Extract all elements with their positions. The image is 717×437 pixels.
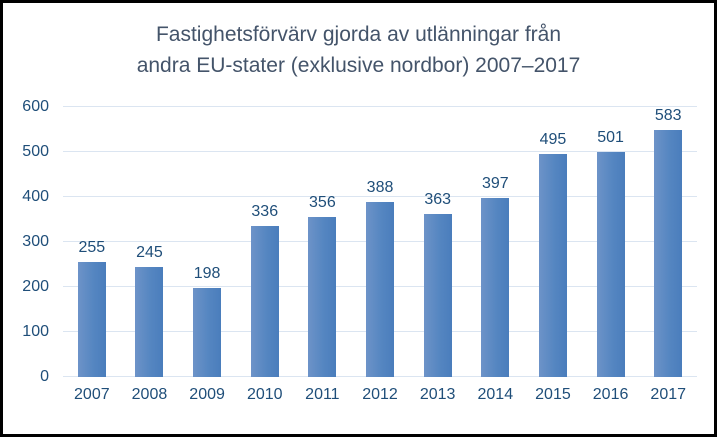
x-tick-label-2007: 2007 [74,386,110,403]
x-tick-label-2011: 2011 [305,386,340,403]
gridline-400 [63,196,697,197]
chart-body: 0 100 200 300 400 500 600 255 245 198 336 356 388 36… [3,98,714,385]
bar-value-label-2013: 363 [424,190,452,208]
x-tick-label-2012: 2012 [362,386,398,403]
bar-2015 [538,154,567,377]
bar-2014 [481,198,510,377]
y-tick-label-300: 300 [22,233,49,250]
bar-value-label-2010: 336 [251,202,279,220]
bar-2008 [135,266,164,377]
x-tick-label-2016: 2016 [592,386,629,403]
x-tick-label-2017: 2017 [650,386,687,403]
y-tick-label-0: 0 [40,368,49,385]
chart-title-line-1: Fastighetsförvärv gjorda av utlänningar … [155,23,562,46]
bar-group-2017: 583 [639,107,697,377]
y-axis: 0 100 200 300 400 500 600 [3,98,63,385]
bar-value-label-2011: 356 [309,193,336,211]
gridline-600 [63,106,697,107]
chart-title: Fastighetsförvärv gjorda av utlänningar … [3,19,714,81]
bar-value-label-2007: 255 [78,239,106,257]
bar-group-2015: 495 [524,107,582,377]
chart-title-line-2: andra EU-stater (exklusive nordbor) 2007… [136,54,581,77]
x-tick-label-2013: 2013 [419,386,456,403]
bar-group-2008: 245 [121,107,179,377]
bar-value-label-2016: 501 [597,128,624,146]
bar-value-label-2009: 198 [193,264,221,282]
y-tick-label-200: 200 [22,278,49,295]
gridline-500 [63,151,697,152]
bar-2017 [654,130,683,377]
bar-2013 [423,213,452,377]
bar-2016 [596,151,625,377]
y-tick-label-500: 500 [22,143,49,160]
bar-group-2010: 336 [236,107,294,377]
x-tick-label-2008: 2008 [131,386,168,403]
bar-group-2009: 198 [178,107,236,377]
bar-value-label-2008: 245 [136,243,163,261]
bar-2010 [250,225,279,377]
bar-group-2012: 388 [351,107,409,377]
x-axis: 2007 2008 2009 2010 2011 2012 2013 2014 2015 2016… [63,386,714,404]
x-tick-label-2010: 2010 [246,386,283,403]
bar-2011 [308,216,337,377]
bar-series: 255 245 198 336 356 388 363 397 495 501 583 [63,107,697,377]
bar-group-2016: 501 [582,107,640,377]
y-tick-label-100: 100 [22,323,49,340]
y-tick-label-400: 400 [22,188,49,205]
bar-group-2007: 255 [63,107,121,377]
bar-group-2014: 397 [466,107,524,377]
y-tick-label-600: 600 [22,98,49,115]
bar-value-label-2015: 495 [539,131,567,149]
bar-value-label-2014: 397 [481,175,509,193]
bar-2009 [193,287,222,377]
bar-2012 [366,202,395,377]
x-tick-label-2014: 2014 [477,386,514,403]
plot-area: 255 245 198 336 356 388 363 397 495 501 583 [63,106,697,377]
x-tick-label-2015: 2015 [535,386,571,403]
bar-value-label-2012: 388 [366,179,394,197]
x-tick-label-2009: 2009 [189,386,225,403]
bar-2007 [77,262,106,377]
bar-group-2011: 356 [294,107,352,377]
bar-group-2013: 363 [409,107,467,377]
bar-value-label-2017: 583 [654,107,682,124]
